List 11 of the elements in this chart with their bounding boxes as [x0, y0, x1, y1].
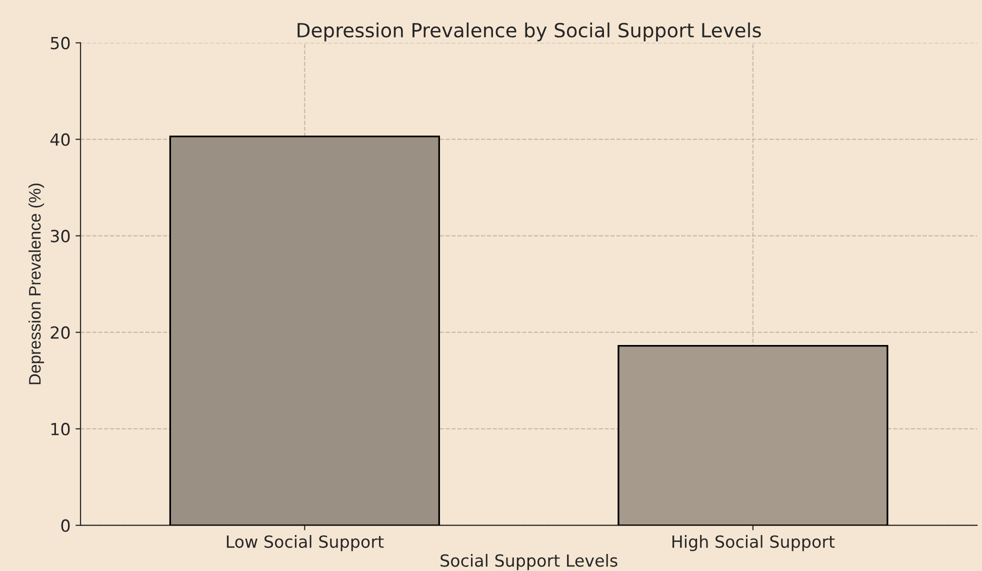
y-tick-label: 10	[51, 422, 70, 436]
x-axis-title: Social Support Levels	[440, 554, 618, 570]
x-tick-label: Low Social Support	[226, 535, 384, 552]
chart-title: Depression Prevalence by Social Support Levels	[298, 22, 761, 42]
y-tick-label: 30	[50, 230, 70, 242]
y-tick-label: 50	[50, 36, 70, 50]
y-axis-title: Depression Prevalence (%)	[28, 184, 44, 384]
y-tick-label: 20	[50, 326, 70, 339]
y-tick-label: 0	[61, 519, 70, 532]
y-tick-label: 40	[50, 133, 70, 146]
x-tick-label: High Social Support	[672, 535, 835, 552]
